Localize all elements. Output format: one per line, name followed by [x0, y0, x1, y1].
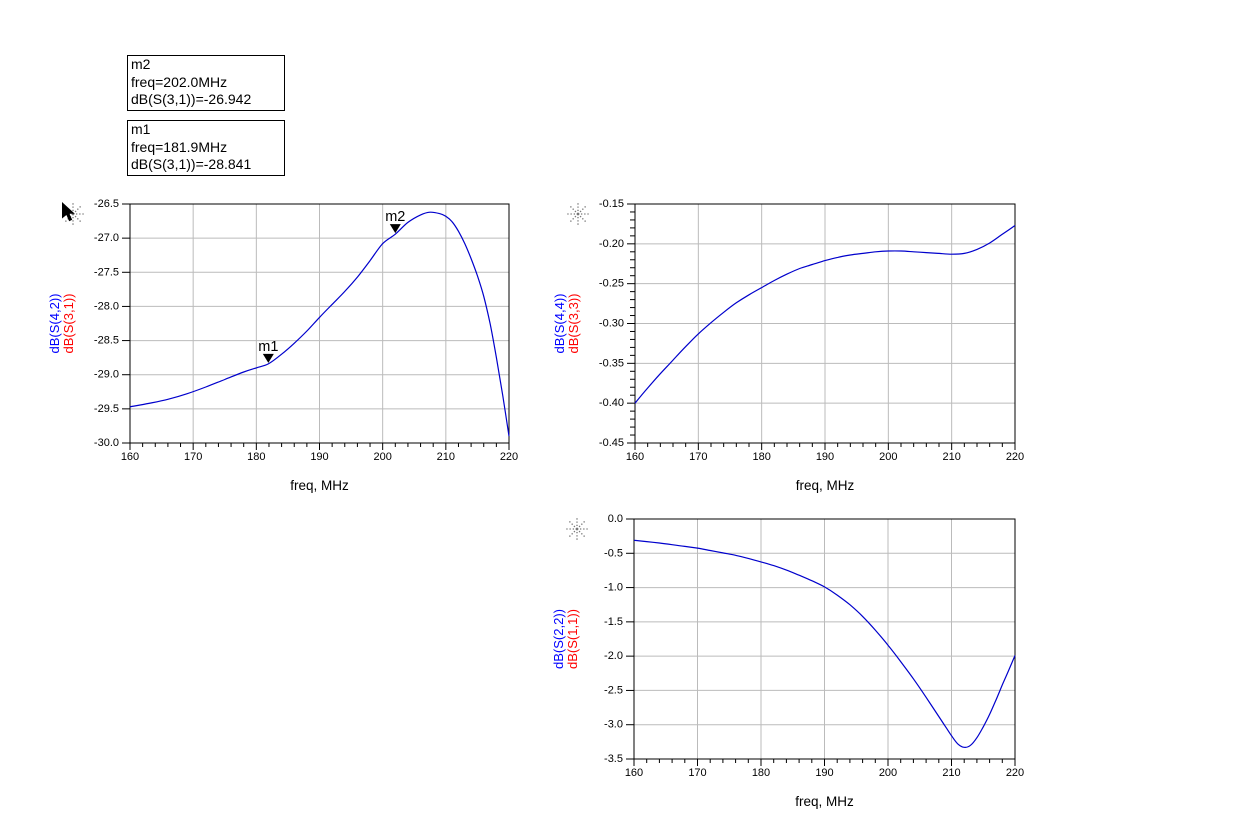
y-tick-label: -0.25	[599, 278, 624, 290]
x-tick-label: 170	[688, 767, 706, 779]
mouse-cursor-icon	[62, 202, 75, 222]
plot-handle-starburst-icon[interactable]	[565, 517, 589, 541]
marker-m2[interactable]: m2	[385, 209, 405, 234]
marker-name-label: m1	[258, 339, 278, 355]
y-tick-label: -28.0	[94, 300, 119, 312]
y-tick-label: -27.0	[94, 232, 119, 244]
y-tick-label: -0.40	[599, 397, 624, 409]
marker-value: dB(S(3,1))=-26.942	[131, 91, 252, 107]
y-axis-title-blue: dB(S(4,2))	[47, 294, 62, 354]
y-axis-title-red: dB(S(3,1))	[61, 294, 76, 354]
y-axis: -0.15 -0.20 -0.25 -0.30 -0.35 -0.40 -0.45	[599, 198, 635, 449]
x-tick-label: 170	[184, 451, 202, 463]
x-tick-label: 160	[626, 451, 644, 463]
y-tick-label: -27.5	[94, 266, 119, 278]
plot-s44-s33: 160 170 180 190 200 210 220 -0.15 -0.20 -0.25 -0.3…	[552, 198, 1024, 493]
x-tick-label: 160	[121, 451, 139, 463]
x-tick-label: 180	[247, 451, 265, 463]
gridlines	[635, 204, 1015, 443]
y-tick-label: 0.0	[608, 513, 623, 525]
y-tick-label: -30.0	[94, 437, 119, 449]
x-tick-label: 190	[815, 767, 833, 779]
plot-handle-starburst-icon[interactable]	[566, 202, 590, 226]
marker-label: m1	[131, 121, 151, 137]
x-tick-label: 180	[752, 767, 770, 779]
x-tick-label: 220	[1006, 451, 1024, 463]
y-axis-title-red: dB(S(1,1))	[565, 609, 580, 669]
y-axis-title-blue: dB(S(2,2))	[551, 609, 566, 669]
x-tick-label: 180	[752, 451, 770, 463]
x-axis: 160 170 180 190 200 210 220	[625, 759, 1024, 779]
marker-m1[interactable]: m1	[258, 339, 278, 363]
y-tick-label: -3.5	[604, 753, 623, 765]
y-tick-label: -1.5	[604, 616, 623, 628]
y-tick-label: -0.5	[604, 547, 623, 559]
x-tick-label: 200	[879, 451, 897, 463]
y-axis-title-red: dB(S(3,3))	[566, 294, 581, 354]
gridlines	[634, 519, 1015, 759]
y-tick-label: -2.5	[604, 684, 623, 696]
marker-readout-m1[interactable]: m1 freq=181.9MHz dB(S(3,1))=-28.841	[127, 120, 285, 176]
y-axis: 0.0 -0.5 -1.0 -1.5 -2.0 -2.5 -3.0 -3.5	[604, 513, 634, 765]
y-tick-label: -0.45	[599, 437, 624, 449]
y-tick-label: -3.0	[604, 719, 623, 731]
trace-s44-s33[interactable]	[634, 225, 1016, 404]
y-tick-label: -0.20	[599, 238, 624, 250]
x-tick-label: 210	[942, 767, 960, 779]
gridlines	[130, 204, 509, 443]
x-tick-label: 190	[310, 451, 328, 463]
x-axis-title: freq, MHz	[795, 794, 854, 809]
y-tick-label: -2.0	[604, 650, 623, 662]
y-tick-label: -1.0	[604, 582, 623, 594]
x-axis: 160 170 180 190 200 210 220	[626, 443, 1024, 463]
marker-triangle-icon[interactable]	[262, 353, 274, 363]
y-tick-label: -0.15	[599, 198, 624, 210]
marker-triangle-icon[interactable]	[389, 224, 401, 234]
y-tick-label: -28.5	[94, 335, 119, 347]
y-tick-label: -0.30	[599, 318, 624, 330]
marker-value: dB(S(3,1))=-28.841	[131, 156, 252, 172]
plot-s22-s11: 160 170 180 190 200 210 220 0.0 -0.5 -1.0 -1.5 -2.0…	[551, 513, 1024, 809]
x-tick-label: 210	[437, 451, 455, 463]
y-tick-label: -29.5	[94, 403, 119, 415]
x-tick-label: 200	[879, 767, 897, 779]
x-axis: 160 170 180 190 200 210 220	[121, 443, 518, 463]
trace-s42-s31[interactable]	[129, 211, 510, 437]
x-axis-title: freq, MHz	[796, 478, 855, 493]
marker-freq: freq=202.0MHz	[131, 73, 228, 90]
y-tick-label: -29.0	[94, 369, 119, 381]
x-tick-label: 210	[942, 451, 960, 463]
marker-name-label: m2	[385, 209, 405, 225]
x-tick-label: 220	[500, 451, 518, 463]
y-tick-label: -0.35	[599, 357, 624, 369]
marker-label: m2	[131, 56, 151, 72]
marker-readout-m2[interactable]: m2 freq=202.0MHz dB(S(3,1))=-26.942	[127, 55, 285, 111]
y-tick-label: -26.5	[94, 198, 119, 210]
plot-s42-s31: 160 170 180 190 200 210 220 -26.5 -27.0 -27.5 -28.…	[47, 198, 518, 493]
x-tick-label: 190	[816, 451, 834, 463]
y-axis: -26.5 -27.0 -27.5 -28.0 -28.5 -29.0 -29.5 -30.0	[94, 198, 130, 449]
x-tick-label: 170	[689, 451, 707, 463]
marker-freq: freq=181.9MHz	[131, 138, 228, 155]
x-tick-label: 200	[373, 451, 391, 463]
x-axis-title: freq, MHz	[290, 478, 349, 493]
trace-s22-s11[interactable]	[633, 539, 1016, 748]
x-tick-label: 160	[625, 767, 643, 779]
y-axis-title-blue: dB(S(4,4))	[552, 294, 567, 354]
x-tick-label: 220	[1006, 767, 1024, 779]
